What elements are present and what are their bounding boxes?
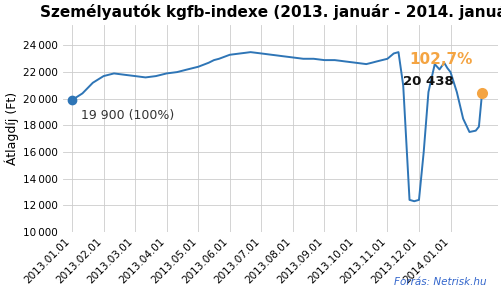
Y-axis label: Átlagdíj (Ft): Átlagdíj (Ft)	[4, 92, 19, 165]
Text: 19 900 (100%): 19 900 (100%)	[81, 109, 174, 122]
Title: Személyautók kgfb-indexe (2013. január - 2014. január): Személyautók kgfb-indexe (2013. január -…	[40, 4, 501, 20]
Text: 20 438: 20 438	[402, 75, 453, 88]
Text: Forrás: Netrisk.hu: Forrás: Netrisk.hu	[393, 277, 486, 287]
Text: 102,7%: 102,7%	[409, 52, 472, 67]
